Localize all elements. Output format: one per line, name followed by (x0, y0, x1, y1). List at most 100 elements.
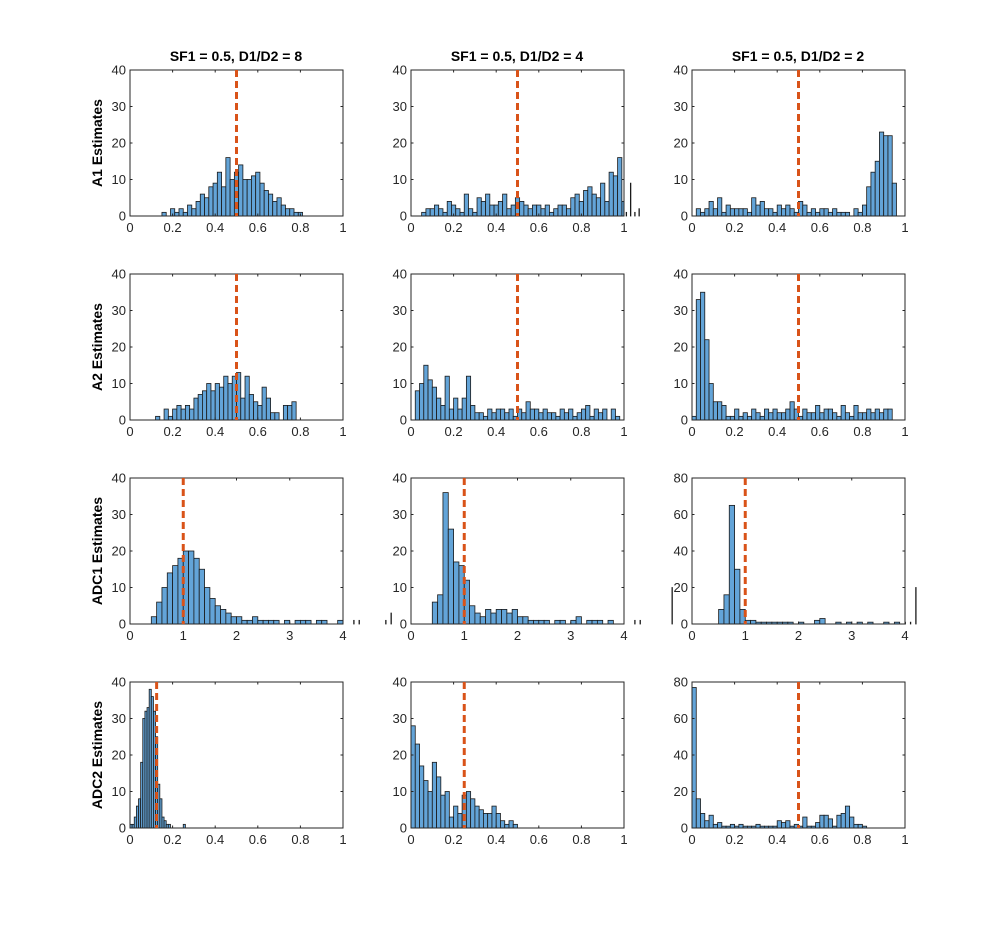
histogram-bar (708, 383, 714, 421)
histogram-bar (263, 190, 269, 217)
histogram-bar (469, 605, 476, 625)
x-tick-label: 0.2 (445, 424, 463, 439)
histogram-bar (819, 208, 825, 217)
histogram-bar (208, 186, 214, 217)
histogram-bar (197, 394, 203, 421)
histogram-bar (819, 618, 826, 625)
histogram-bar (188, 550, 195, 625)
histogram-bar (257, 619, 264, 625)
histogram-bar (574, 193, 580, 217)
x-tick-label: 0.4 (768, 424, 786, 439)
histogram-bar (276, 197, 282, 217)
x-tick-label: 0.6 (811, 424, 829, 439)
histogram-bar (717, 401, 723, 421)
x-tick-label: 0.6 (249, 424, 267, 439)
histogram-bar (519, 200, 525, 217)
histogram-bar (497, 200, 503, 217)
histogram-bar (225, 157, 231, 217)
histogram-bar (815, 211, 821, 217)
histogram-bar (485, 193, 491, 217)
column-title-2: SF1 = 0.5, D1/D2 = 4 (451, 48, 584, 64)
x-tick-label: 0 (407, 832, 414, 847)
histogram-bar (734, 568, 741, 625)
histogram-bar (708, 200, 714, 217)
y-tick-label: 0 (400, 821, 407, 836)
histogram-bar (891, 182, 897, 217)
histogram-bar (806, 412, 812, 421)
y-tick-label: 20 (112, 748, 126, 763)
histogram-bar (721, 404, 727, 421)
histogram-bar (595, 197, 601, 217)
y-tick-label: 0 (119, 617, 126, 632)
histogram-bar (781, 208, 787, 217)
y-tick-label: 20 (674, 340, 688, 355)
histogram-bar (836, 415, 842, 421)
histogram-bar (274, 412, 280, 421)
x-tick-label: 1 (339, 424, 346, 439)
histogram-bar (442, 492, 449, 625)
histogram-bar (742, 412, 748, 421)
histogram-bar (174, 211, 180, 217)
histogram-bar (840, 404, 846, 421)
histogram-bar (538, 619, 545, 625)
histogram-bar (691, 687, 697, 829)
x-tick-label: 0.8 (853, 424, 871, 439)
histogram-bar (523, 204, 529, 217)
histogram-bar (866, 408, 872, 421)
y-tick-label: 80 (674, 471, 688, 486)
y-tick-label: 0 (119, 413, 126, 428)
histogram-bar (789, 208, 795, 217)
histogram-bar (212, 182, 218, 217)
y-tick-label: 20 (674, 136, 688, 151)
histogram-bar (195, 200, 201, 217)
y-tick-label: 10 (393, 784, 407, 799)
histogram-bar (857, 412, 863, 421)
histogram-bar (248, 394, 254, 421)
histogram-bar (180, 408, 186, 421)
histogram-bar (501, 609, 508, 625)
subplot-r4-c2: 0 10 20 30 40 0 0.2 0.4 0.6 0.8 1 (393, 675, 628, 848)
histogram-bar (718, 609, 725, 625)
histogram-bar (487, 408, 493, 421)
histogram-bar (598, 412, 604, 421)
histogram-bar (810, 412, 816, 421)
histogram-bar (815, 404, 821, 421)
x-tick-label: 0.2 (726, 832, 744, 847)
histogram-bar (840, 211, 846, 217)
histogram-bar (853, 823, 859, 829)
x-tick-label: 1 (180, 628, 187, 643)
y-tick-label: 10 (112, 580, 126, 595)
histogram-bar (178, 208, 184, 217)
histogram-bar (887, 408, 893, 421)
histogram-bar (242, 179, 248, 217)
histogram-bar (410, 725, 416, 829)
y-tick-label: 0 (119, 209, 126, 224)
x-tick-label: 0 (126, 628, 133, 643)
histogram-bar (802, 204, 808, 217)
histogram-bar (836, 211, 842, 217)
histogram-bar (510, 204, 516, 217)
histogram-bar (695, 299, 701, 421)
histogram-bar (827, 408, 833, 421)
histogram-bar (495, 813, 501, 829)
y-tick-label: 20 (112, 544, 126, 559)
y-tick-label: 40 (674, 544, 688, 559)
x-tick-label: 0.2 (445, 832, 463, 847)
x-tick-label: 4 (339, 628, 346, 643)
subplot-r1-c1: 0 10 20 30 40 0 0.2 0.4 0.6 0.8 1 (112, 63, 347, 236)
histogram-bar (246, 619, 253, 625)
histogram-bar (823, 408, 829, 421)
x-tick-label: 3 (567, 628, 574, 643)
histogram-bar (522, 616, 529, 625)
x-tick-label: 0.2 (726, 424, 744, 439)
y-tick-label: 10 (112, 784, 126, 799)
histogram-bar (270, 412, 276, 421)
row-label-adc2: ADC2 Estimates (89, 701, 105, 809)
histogram-bar (506, 612, 513, 625)
histogram-bar (353, 619, 355, 625)
histogram-bar (849, 415, 855, 421)
histogram-bar (549, 211, 555, 217)
histogram-bar (442, 211, 448, 217)
x-tick-label: 1 (901, 220, 908, 235)
